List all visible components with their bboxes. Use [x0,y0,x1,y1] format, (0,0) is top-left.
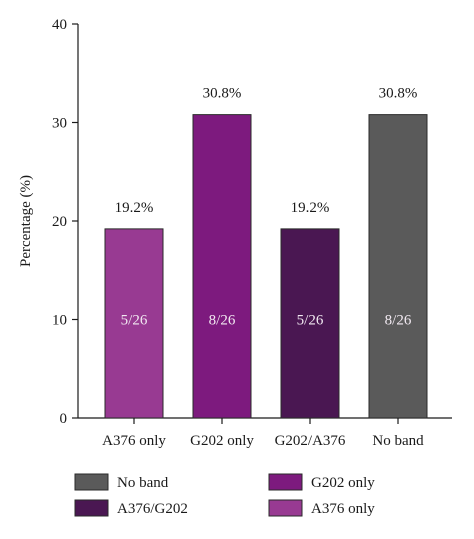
y-tick-label: 0 [60,411,68,427]
y-tick-label: 40 [52,17,67,33]
bar [192,114,252,419]
y-axis-title: Percentage (%) [18,175,34,267]
x-tick-label: G202/A376 [275,433,346,449]
bar-value-label: 19.2% [115,200,154,216]
x-tick-label: No band [372,433,424,449]
y-tick-label: 30 [52,116,67,132]
x-tick-label: A376 only [102,433,166,449]
y-ticks: 0 10 20 30 40 [52,17,78,427]
legend-swatch [74,473,109,491]
legend-label: A376 only [311,501,375,517]
legend-swatch [268,473,303,491]
legend-label: No band [117,475,169,491]
bar-count-label: 8/26 [385,313,412,329]
bar-count-label: 8/26 [209,313,236,329]
bar-value-label: 30.8% [379,86,418,102]
legend-swatch [268,499,303,517]
legend-swatch [74,499,109,517]
bar-labels: A376 only 19.2% 5/26 G202 only 30.8% 8/26 G202… [102,86,424,449]
legend-label: A376/G202 [117,501,188,517]
legend-label: G202 only [311,475,375,491]
y-tick-label: 10 [52,313,67,329]
bar-value-label: 19.2% [291,200,330,216]
bar-value-label: 30.8% [203,86,242,102]
bars [104,114,428,419]
bar [104,228,164,419]
bar-count-label: 5/26 [121,313,148,329]
legend: No band G202 only A376/G202 A376 only [74,473,375,517]
y-tick-label: 20 [52,214,67,230]
bar-count-label: 5/26 [297,313,324,329]
x-tick-label: G202 only [190,433,254,449]
bar [280,228,340,419]
bar [368,114,428,419]
